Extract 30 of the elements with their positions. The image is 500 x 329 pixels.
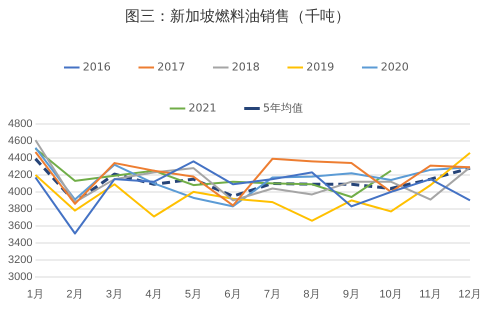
legend-label: 5年均值 [263,101,303,114]
y-tick-label: 3200 [8,254,32,266]
x-tick-label: 10月 [379,288,403,300]
y-tick-label: 3000 [8,270,32,283]
y-tick-label: 3400 [8,236,32,249]
x-tick-label: 12月 [458,288,482,300]
y-tick-label: 3600 [8,220,32,232]
x-tick-label: 4月 [145,288,163,300]
chart-title: 图三：新加坡燃料油销售（千吨） [125,6,350,25]
x-tick-label: 9月 [342,288,360,300]
x-tick-label: 5月 [184,288,202,300]
legend-label: 2018 [232,60,260,74]
legend-label: 2020 [380,60,409,74]
x-tick-label: 6月 [224,288,242,300]
legend-label: 2021 [188,101,217,114]
y-tick-label: 3800 [8,202,32,215]
y-tick-label: 4200 [8,168,32,181]
y-tick-label: 4800 [8,118,32,130]
y-tick-label: 4000 [8,186,32,198]
x-tick-label: 8月 [303,288,321,300]
legend-label: 2016 [82,60,111,74]
legend-label: 2019 [306,60,334,74]
x-tick-label: 3月 [106,288,124,300]
x-tick-label: 11月 [419,288,442,300]
x-tick-label: 2月 [66,288,84,300]
legend-label: 2017 [157,60,186,74]
x-tick-label: 1月 [26,288,44,300]
y-tick-label: 4600 [8,135,32,148]
x-tick-label: 7月 [264,288,282,300]
y-tick-label: 4400 [8,152,32,164]
